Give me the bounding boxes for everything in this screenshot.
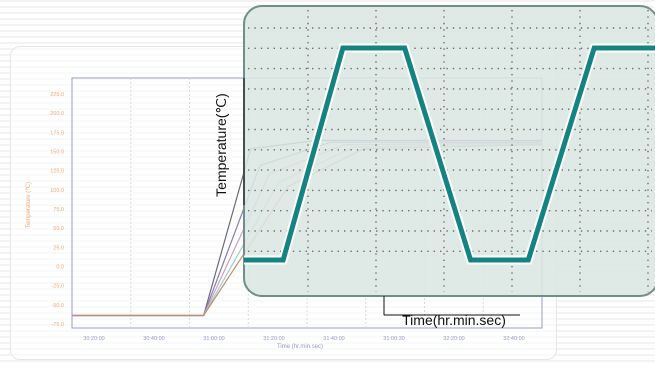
background-y-tick-label: 125.0 [50, 169, 64, 175]
background-y-tick-label: 225.0 [50, 92, 64, 98]
background-x-axis-label: Time (hr.min.sec) [277, 344, 323, 350]
background-x-tick-label: 32:20:00 [443, 336, 464, 342]
background-y-tick-label: 75.0 [53, 207, 64, 213]
background-y-tick-labels: 225.0 200.0 175.0 150.0 125.0 100.0 75.0 50.0 25… [50, 92, 64, 328]
background-y-tick-label: 50.0 [53, 226, 64, 232]
background-y-tick-label: 200.0 [50, 111, 64, 117]
background-y-tick-label: -75.0 [51, 322, 64, 328]
background-x-tick-label: 30:40:00 [143, 336, 164, 342]
background-x-tick-label: 31:20:00 [263, 336, 284, 342]
temperature-profile-line [244, 45, 655, 263]
background-y-axis-label: Temperature (℃) [26, 182, 32, 228]
background-y-tick-label: 0.0 [56, 265, 64, 271]
background-y-tick-label: -25.0 [51, 284, 64, 290]
background-x-tick-label: 31:00:00 [203, 336, 224, 342]
background-x-tick-label: 31:00:30 [383, 336, 404, 342]
profile-grid [248, 10, 652, 292]
background-y-tick-label: 175.0 [50, 130, 64, 136]
background-y-tick-label: 25.0 [53, 245, 64, 251]
profile-x-axis-label: Time(hr.min.sec) [402, 312, 506, 328]
background-x-tick-label: 31:40:00 [323, 336, 344, 342]
profile-series-group [244, 43, 655, 265]
background-y-tick-label: -50.0 [51, 303, 64, 309]
background-y-tick-label: 150.0 [50, 150, 64, 156]
profile-y-axis-label: Temperature(℃) [213, 93, 229, 197]
background-y-tick-label: 100.0 [50, 188, 64, 194]
background-x-tick-label: 30:20:00 [83, 336, 104, 342]
background-x-tick-labels: 30:20:00 30:40:00 31:00:00 31:20:00 31:40:00… [83, 336, 524, 342]
background-x-tick-label: 32:40:00 [503, 336, 524, 342]
